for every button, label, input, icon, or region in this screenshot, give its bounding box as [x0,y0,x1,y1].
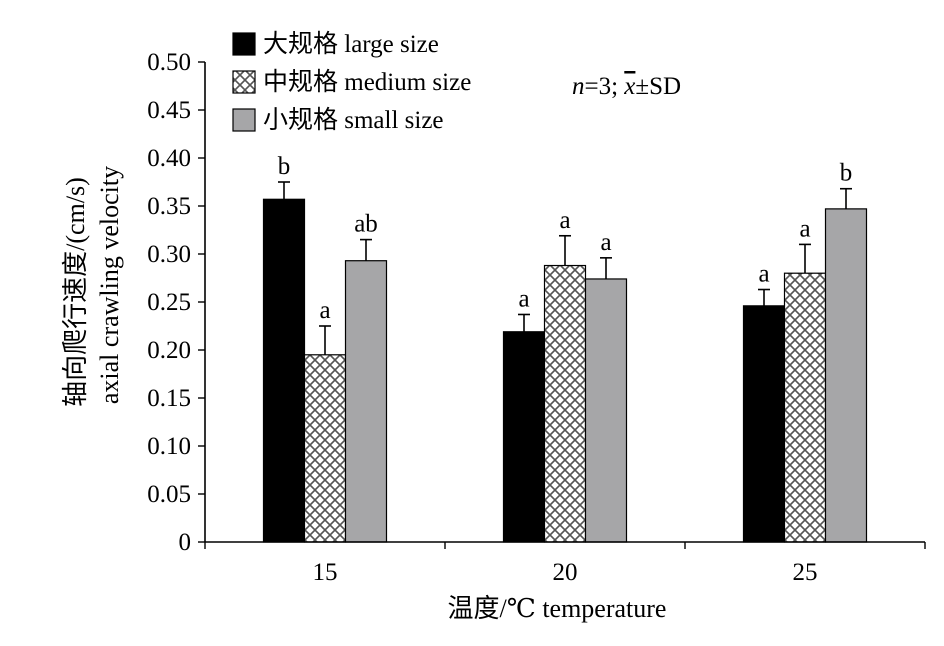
y-axis-title-en: axial crawling velocity [95,166,124,404]
y-tick-label-0.25: 0.25 [147,289,191,316]
stat-note-xbar: x [623,73,635,100]
y-tick-label-0.40: 0.40 [147,145,191,172]
stat-note-rest: =3; [585,73,625,100]
significance-label-20-series-2: a [559,207,570,234]
bars-layer [262,198,868,543]
significance-label-20-series-1: a [518,285,529,312]
bar-15-series-3 [344,260,388,543]
y-tick-label-0.15: 0.15 [147,385,191,412]
error-bars-layer [278,181,852,355]
axes-layer: 0 0.05 0.10 0.15 0.20 0.25 0.30 0.35 0.40 0.45 0.5… [147,49,926,586]
bar-25-series-3 [824,208,868,543]
significance-label-15-series-3: ab [354,211,378,238]
significance-label-15-series-2: a [319,297,330,324]
stat-note-n: n [572,73,585,100]
y-tick-label-0.45: 0.45 [147,97,191,124]
significance-label-25-series-3: b [840,160,853,187]
y-tick-label-0.20: 0.20 [147,337,191,364]
bar-15-series-1 [262,198,306,543]
significance-label-25-series-1: a [758,261,769,288]
y-tick-label-0.35: 0.35 [147,193,191,220]
bar-20-series-2 [543,264,587,543]
x-axis-title: 温度/℃ temperature [448,594,667,623]
legend-swatch-1 [232,32,256,56]
y-tick-label-0.10: 0.10 [147,433,191,460]
bar-15-series-2 [303,354,347,543]
significance-label-15-series-1: b [278,153,291,180]
y-tick-label-0.05: 0.05 [147,481,191,508]
stat-note-sd: ±SD [635,73,681,100]
legend-label-3: 小规格 small size [263,106,444,134]
bar-25-series-1 [742,305,786,543]
y-tick-label-0: 0 [179,529,192,556]
legend-label-2: 中规格 medium size [263,68,471,96]
legend: 大规格 large size 中规格 medium size 小规格 small s… [232,30,471,134]
x-tick-label-25: 25 [793,559,818,586]
legend-label-1: 大规格 large size [263,30,439,58]
y-tick-label-0.30: 0.30 [147,241,191,268]
significance-label-20-series-3: a [600,229,611,256]
bar-20-series-3 [584,278,628,543]
bar-25-series-2 [783,272,827,543]
legend-swatch-3 [232,108,256,132]
y-tick-label-0.50: 0.50 [147,49,191,76]
y-axis-title-cn: 轴向爬行速度/(cm/s) [61,177,90,407]
significance-label-25-series-2: a [799,215,810,242]
x-tick-label-15: 15 [313,559,338,586]
x-tick-label-20: 20 [553,559,578,586]
bar-20-series-1 [502,331,546,543]
stat-note: n=3; x±SD [572,73,681,100]
legend-swatch-2 [232,70,256,94]
